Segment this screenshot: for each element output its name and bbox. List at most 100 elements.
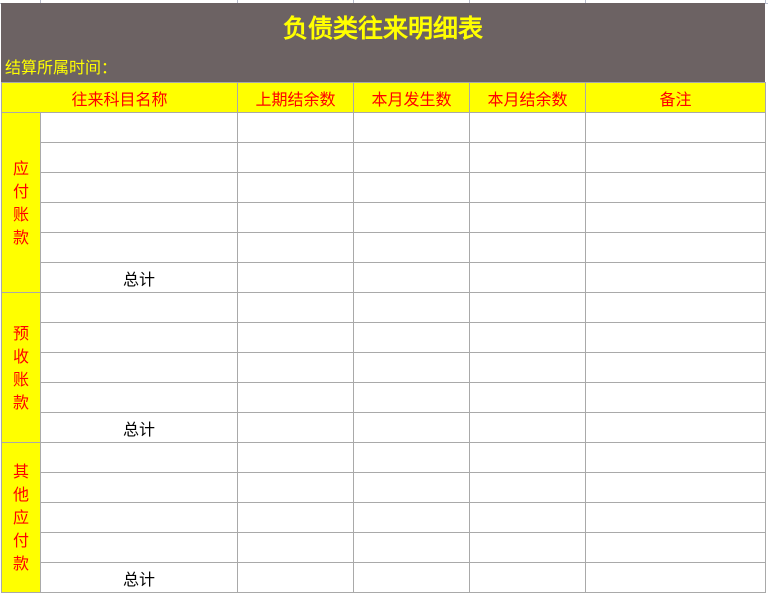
total-label[interactable]: 总计 [40,262,238,293]
cell[interactable] [469,142,586,173]
header-prev-balance[interactable]: 上期结余数 [237,82,354,113]
cell[interactable] [40,232,238,263]
cell[interactable] [237,562,354,593]
period-label[interactable]: 结算所属时间： [5,58,118,77]
cell[interactable] [353,322,470,353]
cell[interactable] [469,292,586,323]
cell[interactable] [237,472,354,503]
total-row: 总计 [2,412,766,443]
cell[interactable] [469,502,586,533]
cell[interactable] [469,532,586,563]
cell[interactable] [40,142,238,173]
cell[interactable] [585,322,766,353]
cell[interactable] [237,412,354,443]
cell[interactable] [40,442,238,473]
cell[interactable] [585,292,766,323]
group-label[interactable]: 应付账款 [1,112,41,293]
cell[interactable] [469,112,586,143]
cell[interactable] [585,532,766,563]
cell[interactable] [237,262,354,293]
cell[interactable] [40,202,238,233]
total-label[interactable]: 总计 [40,412,238,443]
group-label[interactable]: 预收账款 [1,292,41,443]
table-row: 应付账款 [1,112,766,293]
cell[interactable] [353,442,470,473]
cell[interactable] [353,172,470,203]
table-row [2,232,766,263]
cell[interactable] [469,202,586,233]
cell[interactable] [469,262,586,293]
group-label-text: 预收账款 [13,323,30,412]
cell[interactable] [237,232,354,263]
cell[interactable] [469,382,586,413]
cell[interactable] [469,472,586,503]
cell[interactable] [353,262,470,293]
table-row [2,382,766,413]
cell[interactable] [40,352,238,383]
cell[interactable] [353,562,470,593]
cell[interactable] [353,382,470,413]
cell[interactable] [237,112,354,143]
header-account-name[interactable]: 往来科目名称 [1,82,238,113]
header-remarks[interactable]: 备注 [585,82,766,113]
cell[interactable] [469,322,586,353]
cell[interactable] [585,142,766,173]
cell[interactable] [585,172,766,203]
cell[interactable] [353,202,470,233]
cell[interactable] [237,532,354,563]
cell[interactable] [237,352,354,383]
cell[interactable] [237,202,354,233]
cell[interactable] [353,352,470,383]
cell[interactable] [469,232,586,263]
group-label-text: 应付账款 [13,158,30,247]
cell[interactable] [585,472,766,503]
cell[interactable] [585,502,766,533]
cell[interactable] [353,532,470,563]
table-row [2,532,766,563]
group-label[interactable]: 其他应付款 [1,442,41,593]
cell[interactable] [237,172,354,203]
cell[interactable] [40,502,238,533]
cell[interactable] [353,472,470,503]
cell[interactable] [40,172,238,203]
cell[interactable] [40,382,238,413]
cell[interactable] [353,502,470,533]
cell[interactable] [237,502,354,533]
header-month-balance[interactable]: 本月结余数 [469,82,586,113]
cell[interactable] [469,442,586,473]
cell[interactable] [237,292,354,323]
cell[interactable] [585,232,766,263]
cell[interactable] [40,322,238,353]
cell[interactable] [40,532,238,563]
cell[interactable] [40,292,238,323]
cell[interactable] [353,412,470,443]
cell[interactable] [40,472,238,503]
cell[interactable] [237,382,354,413]
cell[interactable] [469,412,586,443]
cell[interactable] [585,202,766,233]
cell[interactable] [585,262,766,293]
cell[interactable] [585,112,766,143]
title-banner: 负债类往来明细表 结算所属时间： [1,3,765,82]
cell[interactable] [353,112,470,143]
cell[interactable] [237,142,354,173]
cell[interactable] [237,322,354,353]
cell[interactable] [469,562,586,593]
header-month-amount[interactable]: 本月发生数 [353,82,470,113]
cell[interactable] [585,442,766,473]
cell[interactable] [40,112,238,143]
cell[interactable] [353,232,470,263]
cell[interactable] [585,562,766,593]
cell[interactable] [585,352,766,383]
total-label[interactable]: 总计 [40,562,238,593]
cell[interactable] [353,142,470,173]
total-row: 总计 [2,262,766,293]
total-row: 总计 [2,562,766,593]
cell[interactable] [585,412,766,443]
cell[interactable] [237,442,354,473]
cell[interactable] [585,382,766,413]
cell[interactable] [469,172,586,203]
table-row: 预收账款 [1,292,766,443]
cell[interactable] [469,352,586,383]
cell[interactable] [353,292,470,323]
